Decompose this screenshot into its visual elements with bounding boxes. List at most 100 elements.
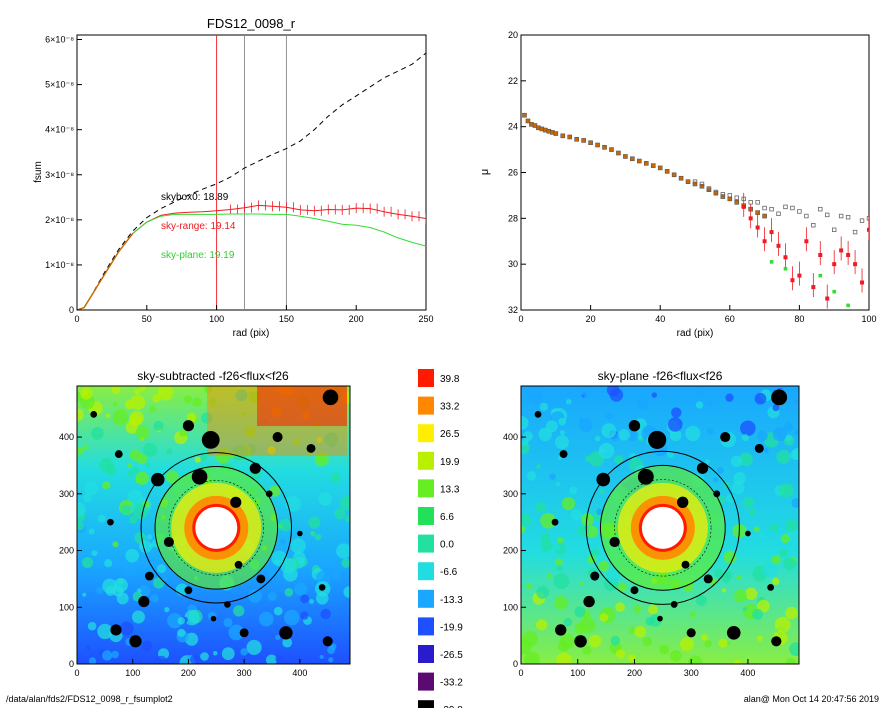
map-b-xtick-label: 400 xyxy=(740,668,755,678)
map-a-noise-patch xyxy=(88,528,95,535)
mu-skybox-point xyxy=(783,204,788,210)
mu-profile-point xyxy=(522,112,527,118)
map-a-noise-patch xyxy=(278,518,292,532)
map-a-noise-patch xyxy=(83,493,92,503)
fsum-xtick-label: 50 xyxy=(142,314,152,324)
map-a-noise-patch xyxy=(282,637,293,648)
mu-skybox-point xyxy=(699,181,705,187)
mu-sky-range-point xyxy=(839,248,844,253)
map-a-noise-patch xyxy=(327,646,336,655)
map-a-noise-patch xyxy=(152,394,161,403)
map-a-noise-patch xyxy=(105,413,110,418)
mu-skybox-point xyxy=(762,205,767,211)
map-b-noise-patch xyxy=(594,435,601,442)
map-b-masked-source xyxy=(628,420,641,432)
map-a-noise-patch xyxy=(86,645,91,650)
mu-profile-point xyxy=(762,213,767,219)
mu-profile-point xyxy=(609,147,614,152)
mu-skybox-point xyxy=(866,216,869,221)
colorbar-swatch xyxy=(418,424,434,443)
map-b-noise-patch xyxy=(757,430,768,442)
map-a-noise-patch xyxy=(113,401,118,407)
map-a-noise-patch xyxy=(80,387,93,400)
map-b-noise-patch xyxy=(726,641,731,646)
map-a-noise-patch xyxy=(97,514,106,523)
mu-plot: 0 20 40 60 80 100 20 22 24 26 28 30 32 rad (pix) μ xyxy=(479,30,877,339)
footer-stamp: alan@ Mon Oct 14 20:47:56 2019 xyxy=(743,694,879,704)
map-b-masked-source xyxy=(648,430,667,449)
map-b-noise-patch xyxy=(606,568,621,583)
mu-sky-range-point xyxy=(860,280,865,285)
map-a-noise-patch xyxy=(157,564,167,574)
map-a-noise-patch xyxy=(316,437,323,443)
map-a-noise-patch xyxy=(111,386,121,394)
map-b-noise-patch xyxy=(724,571,732,579)
mu-profile-point xyxy=(630,156,635,162)
map-b-masked-source xyxy=(703,574,713,584)
map-b-noise-patch xyxy=(757,635,763,642)
mu-sky-range-point xyxy=(804,239,809,244)
map-a-noise-patch xyxy=(332,572,340,580)
map-b-noise-patch xyxy=(556,652,572,664)
map-b-noise-patch xyxy=(754,392,767,405)
map-b-saturated-core xyxy=(641,506,684,549)
map-b-noise-patch xyxy=(526,471,537,481)
mu-skybox-point xyxy=(838,213,844,219)
map-a-masked-source xyxy=(322,636,333,647)
map-b-masked-source xyxy=(559,450,568,459)
map-a-noise-patch xyxy=(99,457,114,472)
map-a-noise-patch xyxy=(215,448,231,464)
map-a-noise-patch xyxy=(223,617,233,628)
map-b-masked-source xyxy=(534,410,542,418)
mu-skybox-point xyxy=(692,179,698,184)
map-b-noise-patch xyxy=(696,390,704,398)
map-a-noise-patch xyxy=(232,445,248,461)
mu-xtick-label: 40 xyxy=(655,314,665,324)
map-b-frame xyxy=(520,385,800,665)
map-a-noise-patch xyxy=(88,657,97,664)
map-a-masked-source xyxy=(191,468,208,485)
map-b-noise-patch xyxy=(579,580,585,586)
map-b-noise-patch xyxy=(725,393,734,402)
mu-profile-point xyxy=(678,175,684,181)
mu-skybox-point xyxy=(804,213,809,219)
map-b-noise-patch xyxy=(733,471,746,485)
mu-profile-point xyxy=(560,133,566,139)
map-a-noise-patch xyxy=(124,563,137,577)
map-b-noise-patch xyxy=(556,481,561,487)
mu-skybox-point xyxy=(818,206,823,212)
mu-xtick-label: 0 xyxy=(518,314,523,324)
map-b-noise-patch xyxy=(679,637,694,652)
map-b-masked-source xyxy=(583,595,595,608)
map-b-masked-source xyxy=(555,624,567,636)
map-a-xtick-label: 100 xyxy=(125,668,140,678)
map-b-masked-source xyxy=(574,635,587,648)
map-b-noise-patch xyxy=(793,399,799,405)
fsum-title: FDS12_0098_r xyxy=(207,16,296,31)
colorbar-label: -13.3 xyxy=(440,595,463,606)
map-b-noise-patch xyxy=(671,407,682,418)
map-a-noise-patch xyxy=(127,463,132,468)
map-a-noise-patch xyxy=(320,608,331,620)
map-a-noise-patch xyxy=(194,456,201,463)
colorbar-label: 33.2 xyxy=(440,402,460,413)
cumulative-core-curve xyxy=(77,232,134,310)
map-b-noise-patch xyxy=(522,431,533,442)
map-b-noise-patch xyxy=(704,640,712,648)
map-a-noise-patch xyxy=(336,543,350,559)
mu-profile-point xyxy=(574,136,579,142)
map-b-masked-source xyxy=(590,571,600,581)
map-a-noise-patch xyxy=(233,605,245,617)
mu-profile-point xyxy=(616,150,621,156)
colorbar-swatch xyxy=(418,396,434,415)
map-a-noise-patch xyxy=(186,412,197,423)
map-a-noise-patch xyxy=(163,575,168,581)
mu-skybox-point xyxy=(790,205,795,211)
map-a-noise-patch xyxy=(97,623,113,640)
map-b-noise-patch xyxy=(717,467,724,474)
map-b-noise-patch xyxy=(599,488,605,495)
mu-profile-point xyxy=(692,181,698,187)
map-b-noise-patch xyxy=(706,428,714,436)
map-a-masked-source xyxy=(256,574,266,584)
